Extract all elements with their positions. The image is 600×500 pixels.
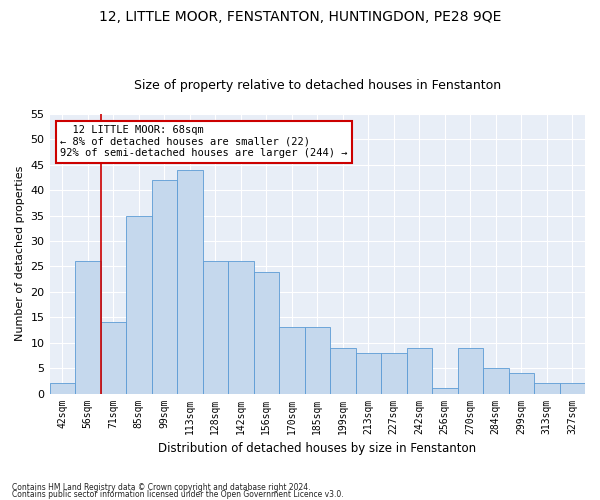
Title: Size of property relative to detached houses in Fenstanton: Size of property relative to detached ho…	[134, 79, 501, 92]
Text: 12 LITTLE MOOR: 68sqm
← 8% of detached houses are smaller (22)
92% of semi-detac: 12 LITTLE MOOR: 68sqm ← 8% of detached h…	[60, 125, 348, 158]
Bar	[407, 348, 432, 394]
Bar	[560, 384, 585, 394]
Bar	[50, 384, 75, 394]
Bar	[203, 262, 228, 394]
Y-axis label: Number of detached properties: Number of detached properties	[15, 166, 25, 342]
X-axis label: Distribution of detached houses by size in Fenstanton: Distribution of detached houses by size …	[158, 442, 476, 455]
Bar	[356, 353, 381, 394]
Bar	[458, 348, 483, 394]
Bar	[483, 368, 509, 394]
Bar	[101, 322, 126, 394]
Bar	[534, 384, 560, 394]
Text: Contains HM Land Registry data © Crown copyright and database right 2024.: Contains HM Land Registry data © Crown c…	[12, 484, 311, 492]
Text: 12, LITTLE MOOR, FENSTANTON, HUNTINGDON, PE28 9QE: 12, LITTLE MOOR, FENSTANTON, HUNTINGDON,…	[99, 10, 501, 24]
Bar	[126, 216, 152, 394]
Bar	[381, 353, 407, 394]
Bar	[330, 348, 356, 394]
Bar	[305, 328, 330, 394]
Bar	[509, 373, 534, 394]
Bar	[279, 328, 305, 394]
Bar	[254, 272, 279, 394]
Bar	[228, 262, 254, 394]
Bar	[432, 388, 458, 394]
Bar	[75, 262, 101, 394]
Text: Contains public sector information licensed under the Open Government Licence v3: Contains public sector information licen…	[12, 490, 344, 499]
Bar	[152, 180, 177, 394]
Bar	[177, 170, 203, 394]
